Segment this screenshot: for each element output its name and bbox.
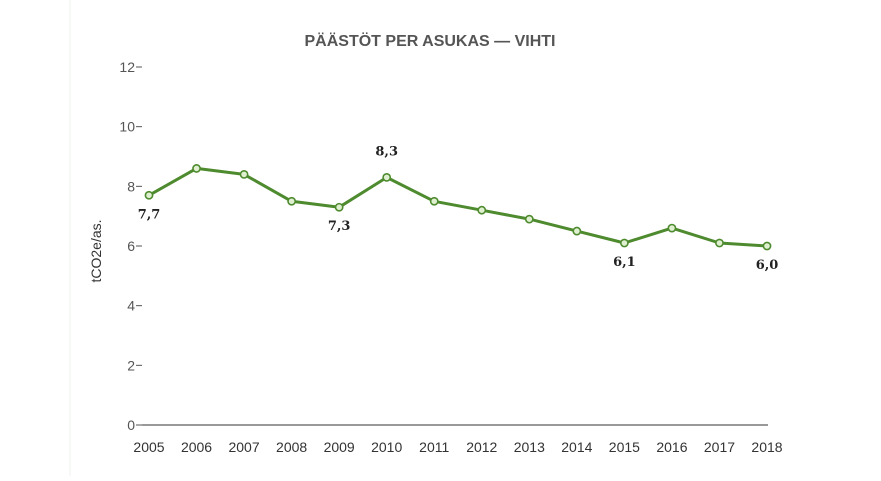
data-point [715, 238, 724, 248]
x-tick-label: 2018 [751, 439, 782, 455]
data-point [619, 238, 629, 248]
y-tick-label: 2 [127, 357, 135, 373]
y-tick-label: 8 [127, 178, 135, 194]
x-tick-label: 2014 [561, 439, 592, 455]
x-tick-label: 2007 [228, 439, 259, 455]
data-point [334, 202, 344, 212]
data-point [572, 226, 582, 236]
x-tick-label: 2011 [419, 439, 449, 455]
y-tick-label: 12 [119, 59, 135, 75]
y-axis-label: tCO2e/as. [88, 219, 104, 282]
data-point [287, 196, 297, 206]
series-line [147, 166, 769, 248]
y-tick-label: 6 [127, 238, 135, 254]
data-point [477, 205, 487, 215]
data-points [144, 164, 772, 251]
data-point [192, 164, 201, 173]
data-point [239, 169, 249, 179]
data-label: 6,1 [613, 255, 636, 270]
y-tick-label: 0 [127, 417, 135, 433]
data-point [524, 214, 534, 224]
x-tick-label: 2016 [656, 439, 687, 455]
data-label: 8,3 [375, 144, 398, 159]
data-point [667, 223, 677, 233]
x-tick-label: 2010 [371, 439, 402, 455]
x-tick-label: 2017 [704, 439, 735, 455]
x-tick-label: 2009 [324, 439, 355, 455]
x-tick-label: 2012 [466, 439, 497, 455]
data-label: 6,0 [756, 258, 779, 273]
x-tick-label: 2005 [133, 439, 164, 455]
data-point [762, 241, 772, 251]
x-tick-label: 2008 [276, 439, 307, 455]
y-axis-ticks: 0 2 4 6 8 10 12 [119, 59, 142, 433]
data-point [144, 190, 154, 200]
x-axis-ticks: 2005 2006 2007 2008 2009 2010 2011 2012 2013 2014… [133, 439, 782, 455]
chart-title: PÄÄSTÖT PER ASUKAS — VIHTI [305, 31, 556, 50]
data-label: 7,3 [328, 219, 351, 234]
data-labels: 7,7 7,3 8,3 6,1 6,0 [138, 144, 779, 273]
x-tick-label: 2015 [609, 439, 640, 455]
data-point [382, 172, 392, 182]
data-point [429, 196, 439, 206]
y-tick-label: 10 [119, 119, 135, 135]
x-tick-label: 2013 [514, 439, 545, 455]
y-tick-label: 4 [127, 298, 135, 314]
data-label: 7,7 [138, 207, 161, 222]
x-tick-label: 2006 [181, 439, 212, 455]
